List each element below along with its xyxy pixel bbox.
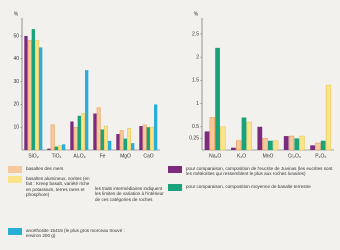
bar xyxy=(142,124,147,151)
y-tick-label: 2 xyxy=(196,54,199,60)
bar xyxy=(62,144,66,150)
bar xyxy=(77,115,81,150)
bar xyxy=(268,140,273,150)
bar xyxy=(288,135,295,151)
legend-swatch xyxy=(8,176,22,183)
note: les traits intermédiaires indiquent les … xyxy=(95,186,164,202)
x-tick-label: CaO xyxy=(143,153,153,159)
y-tick-label: 2.5 xyxy=(192,31,199,37)
bar xyxy=(236,140,242,151)
x-tick-label: MgO xyxy=(120,153,131,159)
x-tick-label: SiO₂ xyxy=(28,153,38,159)
axis-label: % xyxy=(194,11,199,17)
bar xyxy=(241,117,247,150)
x-tick-label: Al₂O₃ xyxy=(73,153,85,159)
bar xyxy=(35,40,39,151)
bar xyxy=(93,113,97,150)
bar xyxy=(24,35,28,150)
axis-label: % xyxy=(14,11,19,17)
legend-swatch xyxy=(8,228,22,235)
x-tick-label: P₂O₅ xyxy=(315,153,326,159)
bar xyxy=(39,47,43,150)
y-tick-label: 20 xyxy=(13,102,19,108)
bar xyxy=(231,147,236,150)
bar xyxy=(320,140,326,150)
bar xyxy=(325,84,332,151)
y-tick-label: 50 xyxy=(13,33,19,39)
x-tick-label: Na₂O xyxy=(209,153,221,159)
bar xyxy=(283,136,289,150)
bar xyxy=(27,40,32,151)
bar xyxy=(85,70,89,150)
bar xyxy=(50,124,55,151)
x-tick-label: MnO xyxy=(263,153,274,159)
x-tick-label: Fe xyxy=(100,153,106,159)
y-tick-label: 1.5 xyxy=(192,78,199,84)
bar xyxy=(139,126,143,150)
bar xyxy=(96,107,101,151)
bar xyxy=(116,134,120,150)
bar xyxy=(150,126,154,151)
bar xyxy=(123,138,127,150)
bar xyxy=(294,138,300,150)
bar xyxy=(220,126,226,151)
bar xyxy=(47,148,51,150)
x-tick-label: TiO₂ xyxy=(52,153,62,159)
bar xyxy=(246,121,252,151)
bar xyxy=(31,29,35,151)
y-tick-label: 10 xyxy=(13,125,19,131)
legend-label: basaltes alumineux, norites (en fait : K… xyxy=(26,176,90,198)
y-tick-label: 1 xyxy=(196,101,199,107)
y-tick-label: 0.25 xyxy=(189,136,199,142)
bar xyxy=(215,47,220,150)
bar xyxy=(73,126,78,151)
legend-swatch xyxy=(168,184,182,191)
bar xyxy=(131,143,135,150)
bar xyxy=(119,130,124,151)
bar xyxy=(273,140,279,151)
bar xyxy=(204,131,210,150)
bar xyxy=(108,140,112,150)
legend-label: anorthosite 15415 (le plus gros morceau … xyxy=(26,228,125,239)
x-tick-label: K₂O xyxy=(237,153,246,159)
bar xyxy=(209,117,215,151)
bar xyxy=(104,125,108,151)
bar xyxy=(58,145,62,151)
legend-swatch xyxy=(168,166,182,173)
bar xyxy=(257,126,263,150)
bar xyxy=(146,127,150,150)
y-tick-label: 40 xyxy=(13,56,19,62)
legend-label: pour comparaison, composition de l'eucri… xyxy=(186,166,333,177)
y-tick-label: 30 xyxy=(13,79,19,85)
bar xyxy=(310,145,315,150)
bar xyxy=(154,104,158,150)
bar xyxy=(70,121,74,150)
y-tick-label: 0.5 xyxy=(192,124,199,130)
bar xyxy=(315,142,321,151)
bar xyxy=(262,138,268,151)
bar xyxy=(54,146,58,150)
legend-label: basaltes des mers xyxy=(26,166,64,171)
legend-label: pour comparaison, composition moyenne de… xyxy=(186,184,311,189)
bar xyxy=(299,135,305,151)
bar xyxy=(127,128,131,151)
x-tick-label: Cr₂O₃ xyxy=(288,153,301,159)
bar xyxy=(100,129,104,150)
bar xyxy=(81,113,85,151)
legend-swatch xyxy=(8,166,22,173)
